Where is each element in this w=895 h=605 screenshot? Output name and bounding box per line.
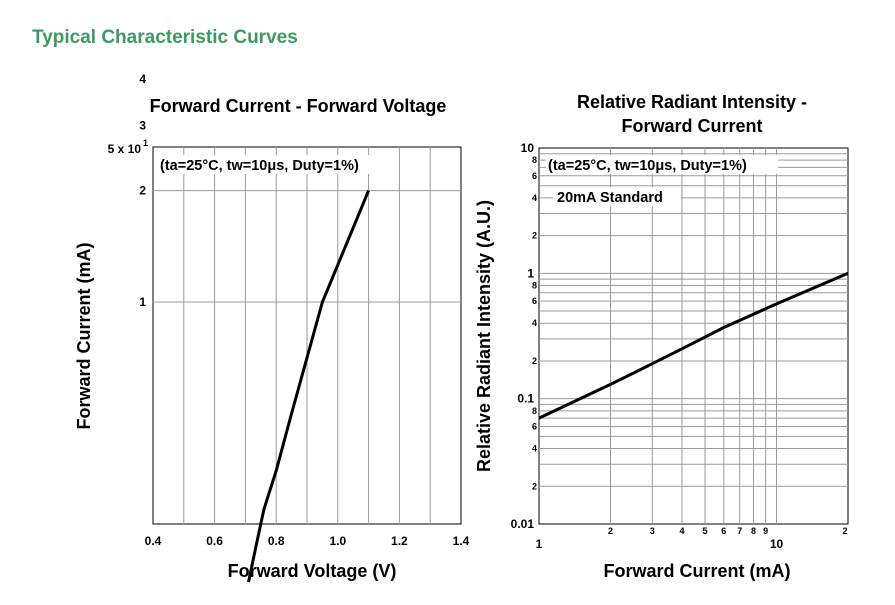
chart2-y-tick-label: 10 [521, 141, 535, 155]
chart1-x-tick-label: 0.4 [145, 534, 162, 548]
chart2-y-minor-tick-label: 8 [532, 155, 537, 165]
chart1-y-tick-label: 1 [139, 295, 146, 309]
chart2-y-minor-tick-label: 4 [532, 193, 537, 203]
chart1-series-line [247, 190, 370, 583]
chart1-y-tick-label: 3 [139, 118, 146, 132]
chart1-y-tick-label: 2 [139, 184, 146, 198]
chart2-y-tick-label: 1 [527, 266, 534, 280]
chart2-y-tick-label: 0.01 [511, 517, 535, 531]
chart2-y-minor-tick-label: 4 [532, 318, 537, 328]
chart1-y-axis-label: Forward Current (mA) [74, 242, 94, 429]
chart1-x-tick-label: 1.2 [391, 534, 408, 548]
chart2-x-minor-tick-label: 5 [703, 526, 708, 536]
chart2-y-minor-tick-label: 8 [532, 280, 537, 290]
chart2-series-line [538, 271, 849, 420]
chart2-y-tick-label: 0.1 [517, 392, 534, 406]
chart2-annotation-standard: 20mA Standard [557, 190, 663, 206]
chart2-x-minor-tick-label: 4 [679, 526, 684, 536]
chart1-y-tick-label: 4 [139, 72, 146, 86]
chart2-y-minor-tick-label: 2 [532, 356, 537, 366]
chart2-x-minor-tick-label: 9 [763, 526, 768, 536]
chart2-y-minor-tick-label: 4 [532, 444, 537, 454]
chart2-x-tick-label: 10 [770, 537, 784, 551]
chart1-x-tick-label: 1.4 [453, 534, 470, 548]
chart2-x-minor-tick-label: 8 [751, 526, 756, 536]
chart1-y-exponent-label: 1 [143, 138, 148, 148]
chart2-y-axis-label: Relative Radiant Intensity (A.U.) [474, 200, 494, 472]
chart2-x-minor-tick-label: 6 [721, 526, 726, 536]
chart1-x-tick-label: 0.6 [206, 534, 223, 548]
chart2-y-minor-tick-label: 6 [532, 421, 537, 431]
chart2-annotation-bg [553, 187, 681, 206]
chart2-x-tick-label: 1 [536, 537, 543, 551]
chart2-annotation-conditions: (ta=25°C, tw=10μs, Duty=1%) [548, 158, 747, 174]
chart2-y-minor-tick-label: 2 [532, 231, 537, 241]
chart2-y-minor-tick-label: 6 [532, 171, 537, 181]
chart1-y-tick-label: 5 x 10 [108, 142, 142, 156]
chart1-x-tick-label: 0.8 [268, 534, 285, 548]
chart2-x-minor-tick-label: 2 [842, 526, 847, 536]
chart1-x-tick-label: 1.0 [329, 534, 346, 548]
chart1-x-axis-label: Forward Voltage (V) [228, 561, 397, 581]
chart2-y-minor-tick-label: 8 [532, 406, 537, 416]
chart2-x-minor-tick-label: 2 [608, 526, 613, 536]
chart2-y-minor-tick-label: 6 [532, 296, 537, 306]
chart2-title-line2: Forward Current [621, 116, 762, 136]
chart2-annotation-bg [546, 155, 778, 174]
chart2-x-axis-label: Forward Current (mA) [603, 561, 790, 581]
chart2-x-minor-tick-label: 7 [737, 526, 742, 536]
chart2-plot-area [538, 147, 849, 525]
chart1-annotation-bg [158, 155, 390, 174]
chart2-y-minor-tick-label: 2 [532, 481, 537, 491]
chart1-title: Forward Current - Forward Voltage [150, 96, 447, 116]
section-title: Typical Characteristic Curves [32, 27, 298, 48]
chart2-title-line1: Relative Radiant Intensity - [577, 92, 807, 112]
chart1-annotation: (ta=25°C, tw=10μs, Duty=1%) [160, 158, 359, 174]
chart2-x-minor-tick-label: 3 [650, 526, 655, 536]
